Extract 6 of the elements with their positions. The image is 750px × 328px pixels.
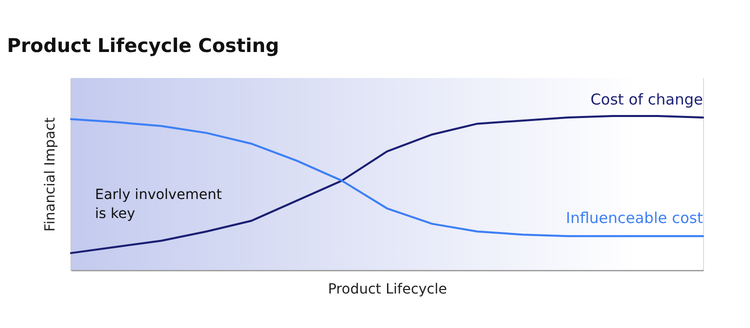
chart-title: Product Lifecycle Costing — [7, 35, 280, 57]
series-label: Influenceable cost — [566, 209, 704, 228]
y-axis-title: Financial Impact — [42, 116, 58, 232]
x-axis-title: Product Lifecycle — [328, 282, 448, 298]
series-label: Cost of change — [590, 90, 703, 109]
annotation: Early involvement is key — [95, 187, 222, 222]
